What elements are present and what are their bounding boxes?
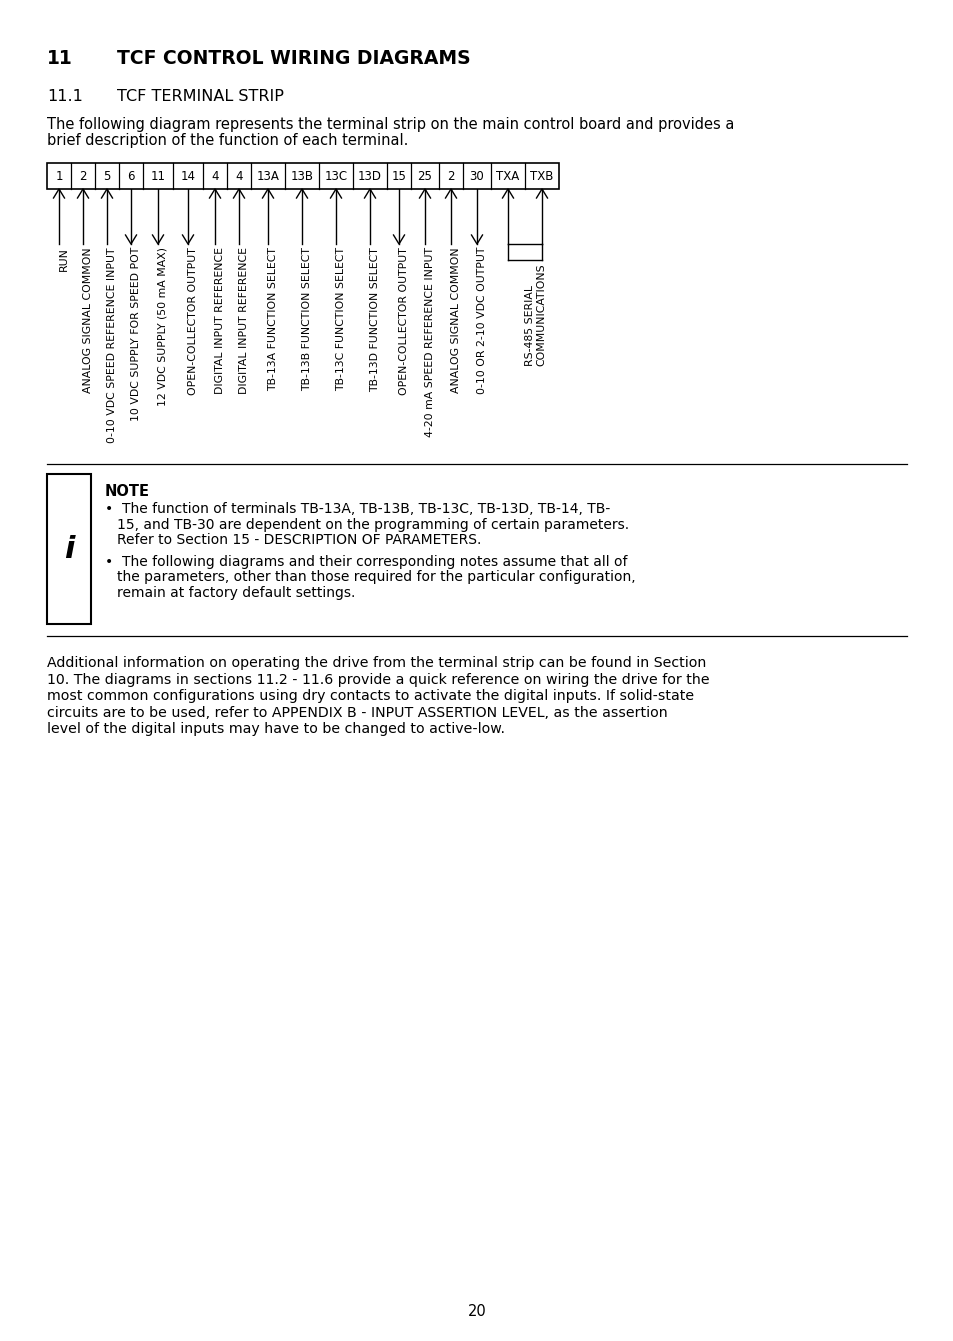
- Text: 13B: 13B: [291, 169, 314, 182]
- Text: level of the digital inputs may have to be changed to active-low.: level of the digital inputs may have to …: [47, 721, 504, 736]
- Text: Additional information on operating the drive from the terminal strip can be fou: Additional information on operating the …: [47, 656, 705, 670]
- Text: •  The following diagrams and their corresponding notes assume that all of: • The following diagrams and their corre…: [105, 554, 627, 569]
- Text: 11: 11: [151, 169, 165, 182]
- Text: DIGITAL INPUT REFERENCE: DIGITAL INPUT REFERENCE: [239, 247, 249, 394]
- Text: Refer to Section 15 - DESCRIPTION OF PARAMETERS.: Refer to Section 15 - DESCRIPTION OF PAR…: [117, 532, 481, 547]
- Text: 10 VDC SUPPLY FOR SPEED POT: 10 VDC SUPPLY FOR SPEED POT: [131, 247, 141, 421]
- Text: 4-20 mA SPEED REFERENCE INPUT: 4-20 mA SPEED REFERENCE INPUT: [424, 247, 435, 437]
- Text: 5: 5: [103, 169, 111, 182]
- Text: •  The function of terminals TB-13A, TB-13B, TB-13C, TB-13D, TB-14, TB-: • The function of terminals TB-13A, TB-1…: [105, 502, 610, 516]
- Text: 15: 15: [391, 169, 406, 182]
- Text: remain at factory default settings.: remain at factory default settings.: [117, 586, 355, 599]
- Text: 6: 6: [127, 169, 134, 182]
- Text: 25: 25: [417, 169, 432, 182]
- Text: 10. The diagrams in sections 11.2 - 11.6 provide a quick reference on wiring the: 10. The diagrams in sections 11.2 - 11.6…: [47, 672, 709, 687]
- Text: TCF TERMINAL STRIP: TCF TERMINAL STRIP: [117, 89, 284, 105]
- Text: 4: 4: [235, 169, 242, 182]
- Text: 13D: 13D: [357, 169, 381, 182]
- Text: NOTE: NOTE: [105, 484, 150, 499]
- Text: The following diagram represents the terminal strip on the main control board an: The following diagram represents the ter…: [47, 117, 734, 131]
- Text: 11: 11: [47, 50, 72, 68]
- Text: TB-13C FUNCTION SELECT: TB-13C FUNCTION SELECT: [335, 247, 346, 392]
- Text: ANALOG SIGNAL COMMON: ANALOG SIGNAL COMMON: [83, 247, 92, 393]
- Text: OPEN-COLLECTOR OUTPUT: OPEN-COLLECTOR OUTPUT: [188, 247, 198, 394]
- Text: DIGITAL INPUT REFERENCE: DIGITAL INPUT REFERENCE: [214, 247, 225, 394]
- Text: most common configurations using dry contacts to activate the digital inputs. If: most common configurations using dry con…: [47, 689, 694, 703]
- Text: 14: 14: [180, 169, 195, 182]
- Text: 0-10 OR 2-10 VDC OUTPUT: 0-10 OR 2-10 VDC OUTPUT: [476, 247, 486, 394]
- Text: 2: 2: [79, 169, 87, 182]
- Text: 0-10 VDC SPEED REFERENCE INPUT: 0-10 VDC SPEED REFERENCE INPUT: [107, 247, 117, 443]
- Text: TXB: TXB: [530, 169, 553, 182]
- Text: TB-13B FUNCTION SELECT: TB-13B FUNCTION SELECT: [302, 247, 312, 390]
- Bar: [47, 473, 91, 624]
- Text: 15, and TB-30 are dependent on the programming of certain parameters.: 15, and TB-30 are dependent on the progr…: [117, 518, 628, 531]
- Text: 13C: 13C: [324, 169, 347, 182]
- Text: i: i: [64, 535, 74, 563]
- Bar: [47, 164, 558, 189]
- Text: 2: 2: [447, 169, 455, 182]
- Text: TB-13A FUNCTION SELECT: TB-13A FUNCTION SELECT: [268, 247, 277, 390]
- Text: RS-485 SERIAL
COMMUNICATIONS: RS-485 SERIAL COMMUNICATIONS: [524, 263, 546, 366]
- Text: 4: 4: [211, 169, 218, 182]
- Text: 30: 30: [469, 169, 484, 182]
- Text: the parameters, other than those required for the particular configuration,: the parameters, other than those require…: [117, 570, 635, 583]
- Text: TB-13D FUNCTION SELECT: TB-13D FUNCTION SELECT: [370, 247, 379, 392]
- Text: 1: 1: [55, 169, 63, 182]
- Text: 13A: 13A: [256, 169, 279, 182]
- Text: OPEN-COLLECTOR OUTPUT: OPEN-COLLECTOR OUTPUT: [398, 247, 409, 394]
- Text: 11.1: 11.1: [47, 89, 83, 105]
- Text: RUN: RUN: [59, 247, 69, 271]
- Text: brief description of the function of each terminal.: brief description of the function of eac…: [47, 133, 408, 148]
- Text: 20: 20: [467, 1303, 486, 1320]
- Text: 12 VDC SUPPLY (50 mA MAX): 12 VDC SUPPLY (50 mA MAX): [158, 247, 168, 406]
- Text: TCF CONTROL WIRING DIAGRAMS: TCF CONTROL WIRING DIAGRAMS: [117, 50, 470, 68]
- Text: circuits are to be used, refer to APPENDIX B - INPUT ASSERTION LEVEL, as the ass: circuits are to be used, refer to APPEND…: [47, 705, 667, 720]
- Text: ANALOG SIGNAL COMMON: ANALOG SIGNAL COMMON: [451, 247, 460, 393]
- Text: TXA: TXA: [496, 169, 519, 182]
